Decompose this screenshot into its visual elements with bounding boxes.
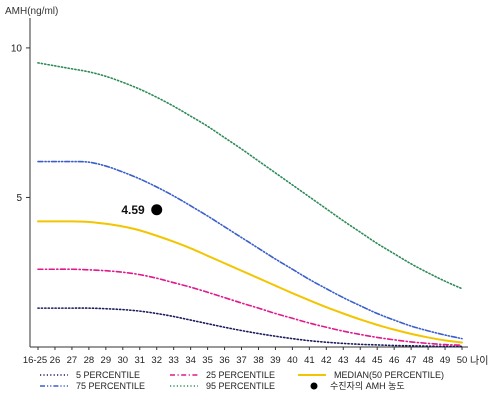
legend-marker-swatch bbox=[310, 382, 318, 390]
y-tick-label: 5 bbox=[16, 193, 22, 204]
x-tick-label: 39 bbox=[270, 355, 281, 366]
x-tick-label: 47 bbox=[406, 355, 417, 366]
x-tick-label: 28 bbox=[84, 355, 95, 366]
x-tick-label: 37 bbox=[236, 355, 247, 366]
series-lines bbox=[37, 62, 463, 348]
legend-label: 75 PERCENTILE bbox=[76, 381, 145, 391]
patient-amh-value-label: 4.59 bbox=[121, 203, 145, 217]
x-tick-label: 38 bbox=[253, 355, 264, 366]
legend-label: 25 PERCENTILE bbox=[206, 370, 275, 380]
x-tick-label: 27 bbox=[67, 355, 78, 366]
x-tick-label: 16-25 bbox=[23, 355, 47, 366]
y-ticks: 5 10 bbox=[11, 43, 30, 204]
x-tick-label: 40 bbox=[287, 355, 298, 366]
x-tick-label: 36 bbox=[219, 355, 230, 366]
x-tick-label: 48 bbox=[423, 355, 434, 366]
y-tick-label: 10 bbox=[11, 43, 23, 54]
patient-marker: 4.59 bbox=[121, 203, 163, 217]
legend-label: 5 PERCENTILE bbox=[76, 370, 140, 380]
x-tick-label: 30 bbox=[118, 355, 129, 366]
x-tick-label: 29 bbox=[101, 355, 112, 366]
series-line-25-percentile bbox=[37, 268, 463, 347]
x-tick-label: 33 bbox=[168, 355, 179, 366]
x-tick-label: 26 bbox=[50, 355, 61, 366]
legend-label: 수진자의 AMH 농도 bbox=[330, 381, 405, 391]
series-line-5-percentile bbox=[37, 307, 463, 348]
legend-label: MEDIAN(50 PERCENTILE) bbox=[334, 370, 444, 380]
x-tick-label: 45 bbox=[372, 355, 383, 366]
series-line-median-50-percentile bbox=[37, 220, 463, 344]
x-tick-label: 44 bbox=[355, 355, 366, 366]
y-axis-title: AMH(ng/ml) bbox=[5, 6, 58, 17]
x-ticks: 16-25 26 27 28 29 30 31 32 33 34 35 36 37 38 39 40 41 42 4… bbox=[23, 347, 467, 366]
patient-amh-point bbox=[151, 204, 163, 216]
x-tick-label: 35 bbox=[202, 355, 213, 366]
x-tick-label: 41 bbox=[304, 355, 315, 366]
x-axis-title: 나이 bbox=[470, 355, 488, 367]
x-tick-label: 46 bbox=[389, 355, 400, 366]
x-tick-label: 50 bbox=[457, 355, 468, 366]
x-tick-label: 34 bbox=[185, 355, 196, 366]
x-tick-label: 42 bbox=[321, 355, 332, 366]
series-line-95-percentile bbox=[37, 62, 463, 290]
x-tick-label: 43 bbox=[338, 355, 349, 366]
axes bbox=[29, 18, 468, 348]
x-tick-label: 32 bbox=[151, 355, 162, 366]
legend: 5 PERCENTILE 25 PERCENTILE MEDIAN(50 PERCE… bbox=[40, 370, 444, 391]
x-tick-label: 31 bbox=[134, 355, 145, 366]
series-line-75-percentile bbox=[37, 160, 463, 340]
x-tick-label: 49 bbox=[440, 355, 451, 366]
legend-label: 95 PERCENTILE bbox=[206, 381, 275, 391]
